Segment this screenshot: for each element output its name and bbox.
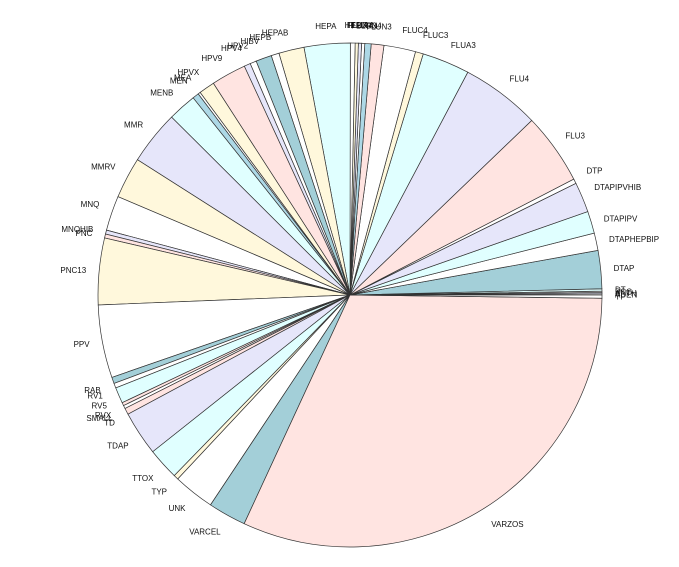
slice-label-rv1: RV1 bbox=[87, 391, 103, 400]
slice-label-mnqhib: MNQHIB bbox=[61, 225, 93, 234]
slice-label-mmr: MMR bbox=[124, 120, 143, 129]
slice-label-dtp: DTP bbox=[586, 166, 602, 175]
slice-label-yf: YF bbox=[615, 293, 625, 302]
slice-label-varcel: VARCEL bbox=[189, 527, 221, 536]
slice-label-rab: RAB bbox=[84, 386, 100, 395]
slice-label-hep: HEP bbox=[345, 21, 361, 30]
slice-label-dtapipvhib: DTAPIPVHIB bbox=[594, 183, 641, 192]
slice-label-pnc: PNC bbox=[75, 229, 92, 238]
slice-label-dtap: DTAP bbox=[614, 264, 635, 273]
slice-label-hibv: HIBV bbox=[241, 37, 260, 46]
slice-label-flur3: FLUR3 bbox=[351, 21, 377, 30]
slice-label-mmrv: MMRV bbox=[91, 163, 116, 172]
slice-label-rvx: RVX bbox=[95, 411, 112, 420]
slice-label-td: TD bbox=[104, 418, 115, 427]
slice-label-aden: ADEN bbox=[615, 290, 637, 299]
slice-label-flun4: FLUN4 bbox=[356, 22, 382, 31]
slice-label-hpvx: HPVX bbox=[177, 68, 199, 77]
slice-label-flu4: FLU4 bbox=[510, 74, 530, 83]
slice-label-anth: ANTH bbox=[615, 289, 637, 298]
slice-label-dtapipv: DTAPIPV bbox=[604, 214, 638, 223]
slice-label-hpv9: HPV9 bbox=[201, 54, 222, 63]
slice-label-pnc13: PNC13 bbox=[60, 266, 86, 275]
slice-label-varzos: VARZOS bbox=[491, 520, 523, 529]
slice-label-rv5: RV5 bbox=[92, 402, 108, 411]
slice-label-flu3: FLU3 bbox=[565, 132, 585, 141]
slice-label-hepb: HEPB bbox=[249, 33, 271, 42]
slice-label-men: MEN bbox=[170, 77, 188, 86]
slice-label-flun3: FLUN3 bbox=[366, 23, 392, 32]
slice-label-menb: MENB bbox=[150, 88, 173, 97]
slice-label-flur4: FLUR4 bbox=[348, 21, 374, 30]
slice-label-mea: MEA bbox=[174, 74, 192, 83]
slice-label-flux: FLUX bbox=[347, 21, 368, 30]
slice-label-ppv: PPV bbox=[74, 340, 91, 349]
slice-label-mnq: MNQ bbox=[81, 200, 100, 209]
slice-label-unk: UNK bbox=[169, 504, 187, 513]
slice-label-fluc3: FLUC3 bbox=[423, 31, 449, 40]
pie-slice-varzos bbox=[243, 294, 603, 548]
slice-label-bcg: BCG bbox=[615, 288, 632, 297]
slice-label-dtaphepbip: DTAPHEPBIP bbox=[609, 235, 659, 244]
slice-label-ttox: TTOX bbox=[132, 474, 154, 483]
slice-label-small: SMALL bbox=[86, 414, 113, 423]
slice-label-hpv4: HPV4 bbox=[221, 44, 242, 53]
slice-label-flua3: FLUA3 bbox=[451, 41, 476, 50]
slice-label-hepa: HEPA bbox=[315, 22, 337, 31]
slice-label-typ: TYP bbox=[151, 488, 167, 497]
slice-label-tdap: TDAP bbox=[107, 442, 128, 451]
pie-slice-yf bbox=[349, 294, 603, 299]
slice-label-fluc4: FLUC4 bbox=[402, 26, 428, 35]
slice-label-dt: DT bbox=[615, 286, 626, 295]
slice-label-hpv2: HPV2 bbox=[227, 41, 248, 50]
slice-label-hepab: HEPAB bbox=[262, 28, 289, 37]
